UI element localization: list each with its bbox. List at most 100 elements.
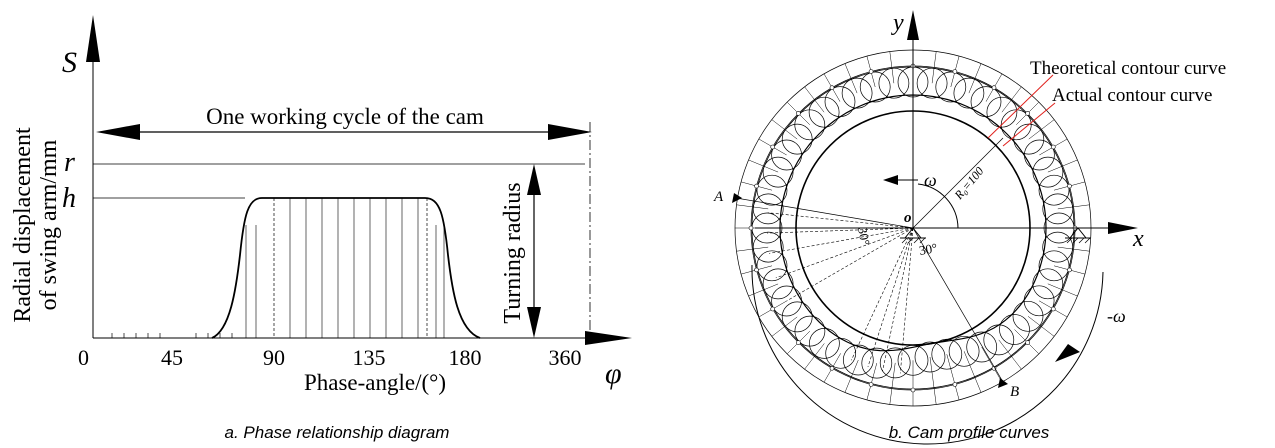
roller-circle (1032, 156, 1064, 188)
dial-node (770, 306, 776, 312)
roller-circle (756, 174, 788, 206)
displacement-curve (211, 197, 481, 339)
roller-circle (931, 338, 963, 370)
roller-circle (966, 331, 998, 363)
dashed-construction-line (900, 227, 914, 374)
spoke-line (968, 63, 982, 94)
cam-structure (734, 49, 1092, 407)
spoke-line (771, 119, 798, 140)
spoke-line (1057, 246, 1090, 252)
actual-label: Actual contour curve (1052, 85, 1212, 106)
spoke-line (946, 354, 960, 400)
x-tick-0: 0 (78, 345, 89, 370)
turning-radius-label: Turning radius (500, 182, 526, 323)
roller-circle (781, 123, 813, 155)
spoke-line (1027, 316, 1055, 337)
turning-up-arrow-icon (527, 164, 541, 195)
spoke-line (804, 343, 825, 370)
actual-leader (1002, 102, 1056, 147)
roller-circle (756, 250, 788, 282)
roller-circle (762, 268, 794, 300)
roller-circle (824, 86, 856, 117)
dial-node (829, 365, 835, 371)
y-axis-symbol: S (62, 46, 77, 79)
roller-circle (935, 71, 967, 103)
roller-circle (841, 77, 873, 109)
spoke-line (748, 159, 779, 173)
roller-circle (771, 139, 802, 171)
omega-arrow-icon (883, 175, 898, 185)
roller-circle (794, 109, 826, 141)
curve-verticals (245, 198, 445, 338)
spoke-line (1047, 159, 1078, 173)
roller-circle (861, 347, 893, 379)
roller-circle (1024, 139, 1055, 171)
cycle-arrow-right-icon (548, 124, 592, 140)
roller-circle (752, 231, 784, 263)
line-to-a (735, 197, 914, 229)
roller-circle (752, 193, 784, 225)
roller-circle (1023, 285, 1055, 317)
spoke-line (981, 346, 1003, 383)
roller-circle (808, 96, 840, 128)
phase-diagram: S φ Radial displacement of swing arm/mm … (10, 15, 632, 442)
x-axis-symbol: φ (605, 357, 622, 390)
roller-circle (762, 156, 794, 188)
dashed-construction-line (786, 227, 914, 302)
spoke-line (931, 51, 937, 84)
dial-node (952, 382, 958, 387)
dial-node (1051, 144, 1056, 150)
roller-circle (999, 314, 1030, 345)
radius-label: R₀=100 (951, 164, 987, 203)
a-marker-icon (732, 193, 742, 203)
x-tick-45: 45 (161, 345, 183, 370)
roller-circle (1042, 231, 1074, 263)
dial-node (991, 85, 997, 90)
dial-node (1067, 183, 1072, 189)
roller-circle (878, 67, 910, 99)
right-caption: b. Cam profile curves (889, 423, 1050, 442)
point-b-label: B (1010, 384, 1019, 400)
point-a-label: A (713, 189, 724, 205)
neg-omega-arrow-icon (1055, 344, 1080, 362)
roller-circle (781, 301, 813, 333)
line-to-b (912, 227, 1004, 383)
spoke-line (736, 204, 769, 210)
spoke-line (736, 246, 769, 252)
y-axis-title-line2: of swing arm/mm (36, 139, 62, 310)
x-tick-135: 135 (353, 345, 386, 370)
omega-arc (917, 183, 959, 229)
left-y-arrow-icon (86, 15, 100, 62)
roller-circle (914, 341, 946, 373)
dial-node (1051, 306, 1056, 312)
spoke-line (1057, 204, 1090, 210)
x-tick-360: 360 (549, 345, 582, 370)
b-marker-icon (998, 378, 1008, 388)
roller-circle (953, 77, 985, 109)
roller-circle (1038, 250, 1070, 282)
spoke-line (929, 356, 937, 405)
dial-node (796, 111, 801, 116)
spoke-line (866, 363, 878, 400)
angle-label-a: 30° (855, 226, 873, 247)
spoke-line (963, 351, 982, 393)
right-x-label: x (1132, 226, 1144, 252)
roller-circle (859, 71, 891, 103)
roller-circle (771, 285, 802, 317)
dial-node (952, 69, 958, 74)
dial-node (754, 267, 759, 273)
roller-circle (948, 335, 980, 367)
roller-circle (879, 347, 911, 379)
origin-label: o (904, 210, 912, 226)
spoke-line (889, 51, 895, 84)
x-axis-title: Phase-angle/(°) (304, 370, 446, 395)
roller-circle (983, 324, 1015, 356)
dial-node (1025, 111, 1030, 116)
roller-circle (970, 86, 1002, 117)
dial-node (748, 225, 754, 231)
roller-circle (986, 96, 1018, 128)
spoke-line (771, 316, 798, 337)
spoke-line (1047, 283, 1078, 297)
roller-circle (1038, 174, 1070, 206)
dial-node (910, 387, 916, 393)
